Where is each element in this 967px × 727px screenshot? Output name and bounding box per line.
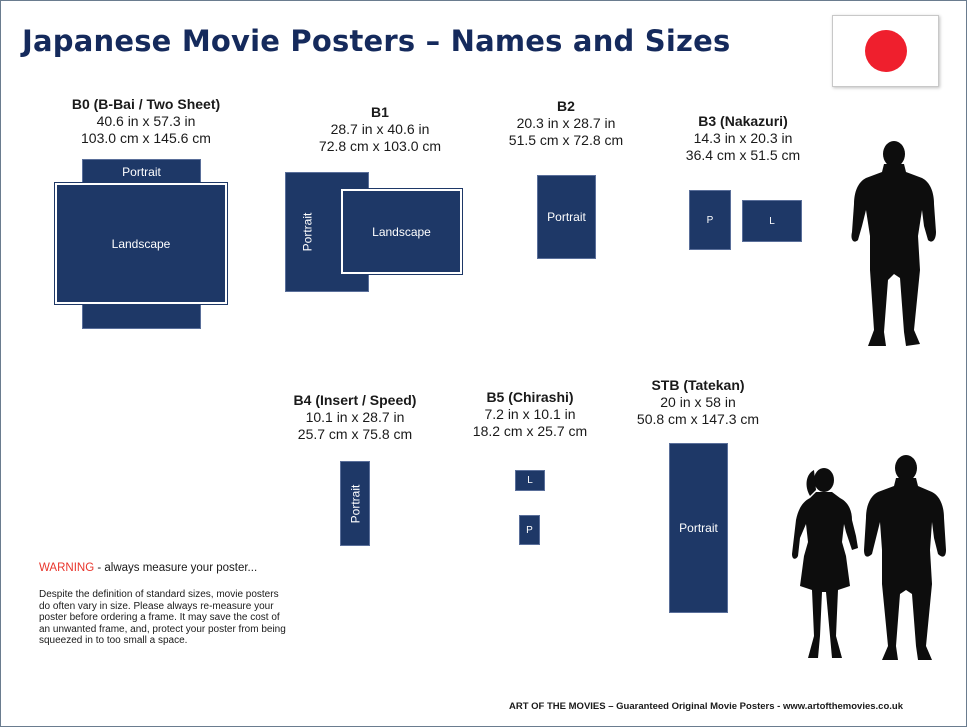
woman-silhouette-icon <box>792 468 858 658</box>
b5-label: B5 (Chirashi) 7.2 in x 10.1 in 18.2 cm x… <box>460 389 600 440</box>
b3-label: B3 (Nakazuri) 14.3 in x 20.3 in 36.4 cm … <box>673 113 813 164</box>
flag-disc <box>865 30 907 72</box>
b5-cm: 18.2 cm x 25.7 cm <box>472 423 588 439</box>
b0-label: B0 (B-Bai / Two Sheet) 40.6 in x 57.3 in… <box>62 96 230 147</box>
b1-cm: 72.8 cm x 103.0 cm <box>318 138 442 154</box>
japan-flag-icon <box>832 15 939 87</box>
b1-inches: 28.7 in x 40.6 in <box>330 121 430 137</box>
b3-cm: 36.4 cm x 51.5 cm <box>685 147 801 163</box>
b2-name: B2 <box>557 98 575 114</box>
b5-portrait-label: P <box>526 524 533 536</box>
b0-landscape-label: Landscape <box>111 236 171 251</box>
warning-body: Despite the definition of standard sizes… <box>39 589 286 647</box>
b0-inches: 40.6 in x 57.3 in <box>96 113 196 129</box>
warning-heading: WARNING - always measure your poster... <box>39 562 257 574</box>
b1-name: B1 <box>371 104 389 120</box>
b5-name: B5 (Chirashi) <box>486 389 574 405</box>
b5-landscape-poster: L <box>515 470 545 491</box>
man-silhouette-icon <box>851 141 936 346</box>
b5-portrait-poster: P <box>519 515 540 545</box>
b0-name: B0 (B-Bai / Two Sheet) <box>71 96 221 112</box>
stb-name: STB (Tatekan) <box>651 377 745 393</box>
b5-landscape-label: L <box>527 475 533 486</box>
stb-label: STB (Tatekan) 20 in x 58 in 50.8 cm x 14… <box>618 377 778 428</box>
man-silhouette-2-icon <box>864 455 946 660</box>
b0-portrait-label: Portrait <box>122 165 161 179</box>
b2-label: B2 20.3 in x 28.7 in 51.5 cm x 72.8 cm <box>496 98 636 149</box>
b3-portrait-poster: P <box>689 190 731 250</box>
b1-label: B1 28.7 in x 40.6 in 72.8 cm x 103.0 cm <box>300 104 460 155</box>
b1-portrait-label: Portrait <box>300 212 315 252</box>
stb-inches: 20 in x 58 in <box>660 394 736 410</box>
warning-prefix: WARNING <box>39 562 95 574</box>
b4-name: B4 (Insert / Speed) <box>293 392 417 408</box>
stb-portrait-label: Portrait <box>679 521 718 535</box>
warning-text: - always measure your poster... <box>94 562 258 574</box>
b3-landscape-poster: L <box>742 200 802 242</box>
b3-portrait-label: P <box>706 214 714 226</box>
b0-cm: 103.0 cm x 145.6 cm <box>81 130 211 146</box>
b3-inches: 14.3 in x 20.3 in <box>693 130 793 146</box>
b1-landscape-label: Landscape <box>372 224 431 239</box>
page-title: Japanese Movie Posters – Names and Sizes <box>22 24 731 58</box>
b0-landscape-poster: Landscape <box>55 183 227 304</box>
b4-cm: 25.7 cm x 75.8 cm <box>297 426 413 442</box>
b3-landscape-label: L <box>769 215 775 227</box>
b4-label: B4 (Insert / Speed) 10.1 in x 28.7 in 25… <box>280 392 430 443</box>
b3-name: B3 (Nakazuri) <box>698 113 788 129</box>
b2-inches: 20.3 in x 28.7 in <box>516 115 616 131</box>
stb-cm: 50.8 cm x 147.3 cm <box>636 411 760 427</box>
b1-landscape-poster: Landscape <box>341 189 462 274</box>
b2-portrait-poster: Portrait <box>537 175 596 259</box>
b4-inches: 10.1 in x 28.7 in <box>305 409 405 425</box>
b4-portrait-label: Portrait <box>348 484 362 523</box>
b5-inches: 7.2 in x 10.1 in <box>484 406 576 422</box>
b2-cm: 51.5 cm x 72.8 cm <box>508 132 624 148</box>
b4-portrait-poster: Portrait <box>340 461 370 546</box>
stb-portrait-poster: Portrait <box>669 443 728 613</box>
footer-credit: ART OF THE MOVIES – Guaranteed Original … <box>509 701 903 712</box>
b2-portrait-label: Portrait <box>547 210 586 224</box>
